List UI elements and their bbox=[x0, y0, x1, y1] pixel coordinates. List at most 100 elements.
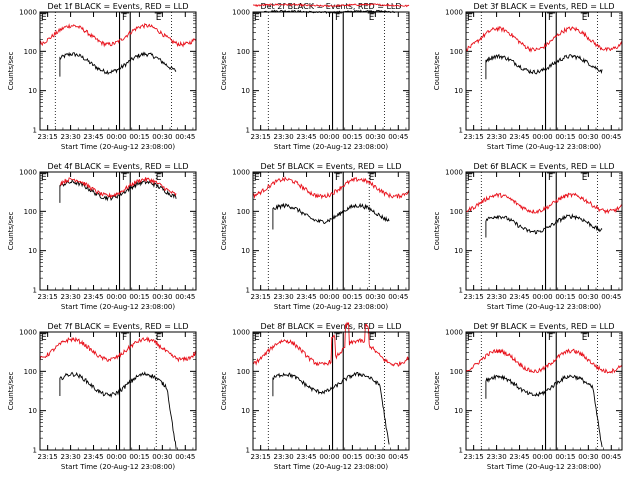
x-tick-label: 23:45 bbox=[83, 453, 103, 461]
x-tick-label: 00:45 bbox=[388, 293, 408, 301]
flag-label: E bbox=[156, 13, 162, 23]
y-tick-label: 10 bbox=[28, 247, 37, 255]
panel-title: Det 4f BLACK = Events, RED = LLD bbox=[47, 162, 188, 171]
x-tick-label: 00:00 bbox=[319, 293, 339, 301]
x-tick-label: 00:00 bbox=[106, 133, 126, 141]
series-line-lld bbox=[465, 348, 623, 374]
x-tick-label: 00:15 bbox=[555, 453, 575, 461]
y-tick-label: 100 bbox=[450, 208, 463, 216]
y-tick-label: 10 bbox=[454, 407, 463, 415]
x-tick-label: 23:45 bbox=[296, 453, 316, 461]
x-axis-label: Start Time (20-Aug-12 23:08:00) bbox=[61, 463, 175, 471]
y-tick-label: 100 bbox=[237, 48, 250, 56]
x-tick-label: 23:45 bbox=[296, 293, 316, 301]
flag-label: E bbox=[582, 173, 588, 183]
y-axis-label: Counts/sec bbox=[220, 372, 228, 411]
panel-det-8f: Det 8f BLACK = Events, RED = LLD Counts/s… bbox=[220, 321, 410, 471]
y-tick-label: 100 bbox=[450, 368, 463, 376]
panel-det-7f: Det 7f BLACK = Events, RED = LLD Counts/s… bbox=[7, 322, 197, 471]
x-tick-label: 00:45 bbox=[601, 293, 621, 301]
y-axis-label: Counts/sec bbox=[7, 52, 15, 91]
flag-label: F bbox=[548, 173, 553, 183]
x-tick-label: 23:15 bbox=[38, 293, 58, 301]
y-tick-label: 1000 bbox=[232, 329, 250, 337]
panel-title: Det 8f BLACK = Events, RED = LLD bbox=[260, 322, 401, 331]
x-tick-label: 00:00 bbox=[106, 293, 126, 301]
plot-frame bbox=[252, 11, 410, 131]
x-tick-label: 23:30 bbox=[60, 453, 80, 461]
x-tick-label: 00:00 bbox=[319, 453, 339, 461]
x-tick-label: 00:45 bbox=[388, 133, 408, 141]
y-tick-label: 10 bbox=[454, 247, 463, 255]
y-tick-label: 1 bbox=[246, 447, 250, 455]
y-tick-label: 10 bbox=[241, 247, 250, 255]
series-line-events bbox=[485, 53, 603, 80]
flag-label: F bbox=[122, 173, 127, 183]
series-line-lld bbox=[39, 336, 197, 363]
panel-title: Det 9f BLACK = Events, RED = LLD bbox=[473, 322, 614, 331]
x-tick-label: 23:30 bbox=[273, 133, 293, 141]
y-tick-label: 100 bbox=[450, 48, 463, 56]
x-tick-label: 00:15 bbox=[129, 293, 149, 301]
x-tick-label: 00:00 bbox=[532, 133, 552, 141]
x-tick-label: 00:15 bbox=[129, 453, 149, 461]
flag-label: E bbox=[582, 333, 588, 343]
x-tick-label: 00:00 bbox=[532, 453, 552, 461]
panel-title: Det 3f BLACK = Events, RED = LLD bbox=[473, 2, 614, 11]
y-axis-label: Counts/sec bbox=[433, 372, 441, 411]
y-tick-label: 1 bbox=[459, 447, 463, 455]
panel-det-9f: Det 9f BLACK = Events, RED = LLD Counts/s… bbox=[433, 322, 623, 471]
y-axis-label: Counts/sec bbox=[7, 372, 15, 411]
flag-label: F bbox=[122, 13, 127, 23]
y-axis-label: Counts/sec bbox=[433, 212, 441, 251]
y-tick-label: 1000 bbox=[19, 329, 37, 337]
x-tick-label: 00:15 bbox=[342, 453, 362, 461]
y-tick-label: 1000 bbox=[19, 9, 37, 17]
flag-label: E bbox=[467, 333, 473, 343]
flag-label: E bbox=[41, 13, 47, 23]
x-tick-label: 23:15 bbox=[251, 453, 271, 461]
flag-label: F bbox=[122, 333, 127, 343]
panel-det-1f: Det 1f BLACK = Events, RED = LLD Counts/s… bbox=[7, 2, 197, 151]
series-line-lld bbox=[252, 176, 410, 200]
x-tick-label: 00:15 bbox=[342, 293, 362, 301]
y-tick-label: 1 bbox=[33, 287, 37, 295]
series-line-events bbox=[59, 371, 177, 449]
x-axis-label: Start Time (20-Aug-12 23:08:00) bbox=[487, 303, 601, 311]
series-line-events bbox=[59, 51, 177, 77]
y-tick-label: 10 bbox=[28, 87, 37, 95]
x-tick-label: 00:30 bbox=[152, 453, 172, 461]
x-tick-label: 23:45 bbox=[296, 133, 316, 141]
y-tick-label: 1000 bbox=[232, 9, 250, 17]
y-tick-label: 10 bbox=[241, 407, 250, 415]
flag-label: E bbox=[467, 173, 473, 183]
plot-frame bbox=[39, 171, 197, 291]
x-tick-label: 00:00 bbox=[106, 453, 126, 461]
flag-label: E bbox=[254, 333, 260, 343]
panel-det-3f: Det 3f BLACK = Events, RED = LLD Counts/s… bbox=[433, 2, 623, 151]
y-tick-label: 1000 bbox=[445, 169, 463, 177]
y-tick-label: 1 bbox=[33, 127, 37, 135]
flag-label: E bbox=[254, 13, 260, 23]
x-tick-label: 23:15 bbox=[38, 453, 58, 461]
y-tick-label: 10 bbox=[454, 87, 463, 95]
x-axis-label: Start Time (20-Aug-12 23:08:00) bbox=[487, 463, 601, 471]
x-tick-label: 23:30 bbox=[486, 133, 506, 141]
plot-frame bbox=[39, 11, 197, 131]
y-tick-label: 10 bbox=[241, 87, 250, 95]
plot-frame bbox=[465, 171, 623, 291]
x-tick-label: 00:45 bbox=[175, 293, 195, 301]
x-tick-label: 23:30 bbox=[273, 453, 293, 461]
flag-label: E bbox=[369, 13, 375, 23]
x-tick-label: 00:00 bbox=[319, 133, 339, 141]
y-tick-label: 100 bbox=[24, 368, 37, 376]
y-tick-label: 1 bbox=[33, 447, 37, 455]
x-tick-label: 00:30 bbox=[152, 293, 172, 301]
plot-frame bbox=[39, 331, 197, 451]
x-tick-label: 23:45 bbox=[509, 133, 529, 141]
flag-label: F bbox=[335, 333, 340, 343]
flag-label: E bbox=[369, 333, 375, 343]
x-tick-label: 00:30 bbox=[365, 293, 385, 301]
series-line-events bbox=[485, 213, 603, 238]
